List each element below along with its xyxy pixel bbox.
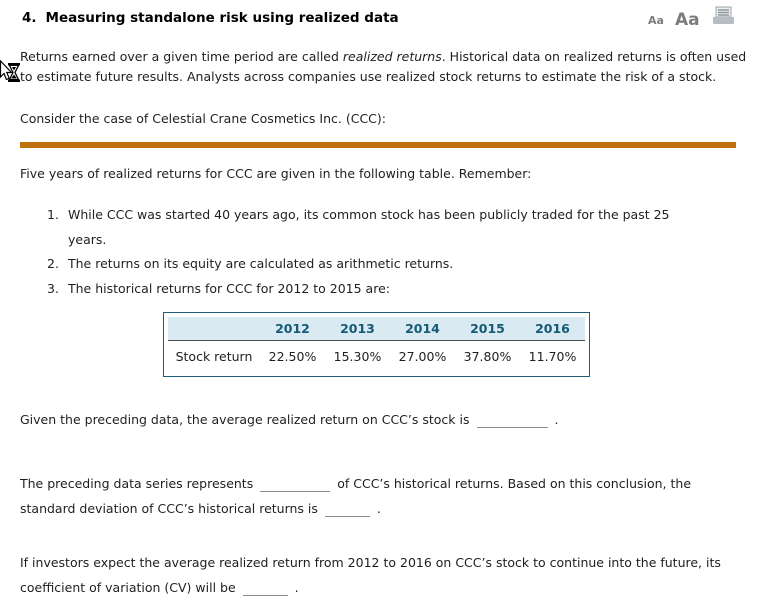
question-3: If investors expect the average realized… [20,550,765,600]
list-item-2-number: 2. [47,256,59,271]
question-1-text: Given the preceding data, the average re… [20,412,470,427]
italic-term: realized returns [342,49,442,64]
return-value-cell: 11.70% [528,349,577,364]
list-item-3-text: The historical returns for CCC for 2012 … [68,280,390,296]
list-item-1-text-line1: While CCC was started 40 years ago, its … [68,207,670,222]
question-2-line-2: standard deviation of CCC’s historical r… [20,501,381,517]
answer-blank-data-series[interactable] [260,476,331,492]
answer-blank-average-return[interactable] [476,412,548,428]
printer-icon [712,6,734,24]
header-cell-year: 2015 [455,317,520,341]
return-value-cell: 27.00% [398,349,447,364]
question-1: Given the preceding data, the average re… [20,412,559,428]
returns-table: 2012 2013 2014 2015 2016 Stock return 22… [168,317,585,372]
list-item-1: 1. While CCC was started 40 years ago, i… [47,203,670,228]
question-title-text: Measuring standalone risk using realized… [45,10,399,26]
returns-table-header-row: 2012 2013 2014 2015 2016 [168,317,585,341]
header-cell-year: 2016 [520,317,585,341]
list-item-2-text: The returns on its equity are calculated… [68,256,454,271]
header-cell-year: 2014 [390,317,455,341]
question-3-line-1: If investors expect the average realized… [20,555,721,570]
list-item-1-number: 1. [47,207,59,222]
answer-blank-cv[interactable] [242,580,288,596]
list-item-3: 3. The historical returns for CCC for 20… [47,277,670,302]
intro-paragraph: Returns earned over a given time period … [20,47,760,87]
section-divider [20,142,736,148]
case-intro-line: Consider the case of Celestial Crane Cos… [20,111,386,126]
returns-table-container: 2012 2013 2014 2015 2016 Stock return 22… [163,312,590,377]
returns-table-data-row: Stock return 22.50% 15.30% 27.00% 37.80%… [168,341,585,373]
list-item-2: 2. The returns on its equity are calcula… [47,252,670,277]
list-item-1-text-line2: years. [68,231,107,247]
return-value-cell: 15.30% [333,349,382,364]
busy-cursor-icon [0,59,20,82]
header-cell-empty [168,317,260,341]
question-title: 4. Measuring standalone risk using realiz… [22,10,399,26]
intro-line-2: to estimate future results. Analysts acr… [20,69,717,84]
list-item-1-continued: years. [47,228,670,253]
table-intro-line: Five years of realized returns for CCC a… [20,166,532,181]
list-item-3-number: 3. [47,280,59,296]
return-value-cell: 37.80% [463,349,512,364]
answer-blank-standard-deviation[interactable] [324,501,370,517]
question-2-line-1: The preceding data series represents of C… [20,476,692,492]
header-cell-year: 2013 [325,317,390,341]
font-size-small-button[interactable]: Aa [648,14,664,27]
question-number: 4. [22,10,37,26]
question-2: The preceding data series represents of C… [20,471,765,521]
print-button[interactable] [711,6,736,30]
header-cell-year: 2012 [260,317,325,341]
reminder-list: 1. While CCC was started 40 years ago, i… [47,203,670,301]
toolbar: Aa Aa [648,6,736,30]
intro-line-1: Returns earned over a given time period … [20,49,747,64]
question-3-line-2: coefficient of variation (CV) will be. [20,580,299,596]
row-label-cell: Stock return [175,349,253,364]
return-value-cell: 22.50% [268,349,317,364]
busy-cursor [0,59,24,97]
font-size-large-button[interactable]: Aa [674,10,700,30]
